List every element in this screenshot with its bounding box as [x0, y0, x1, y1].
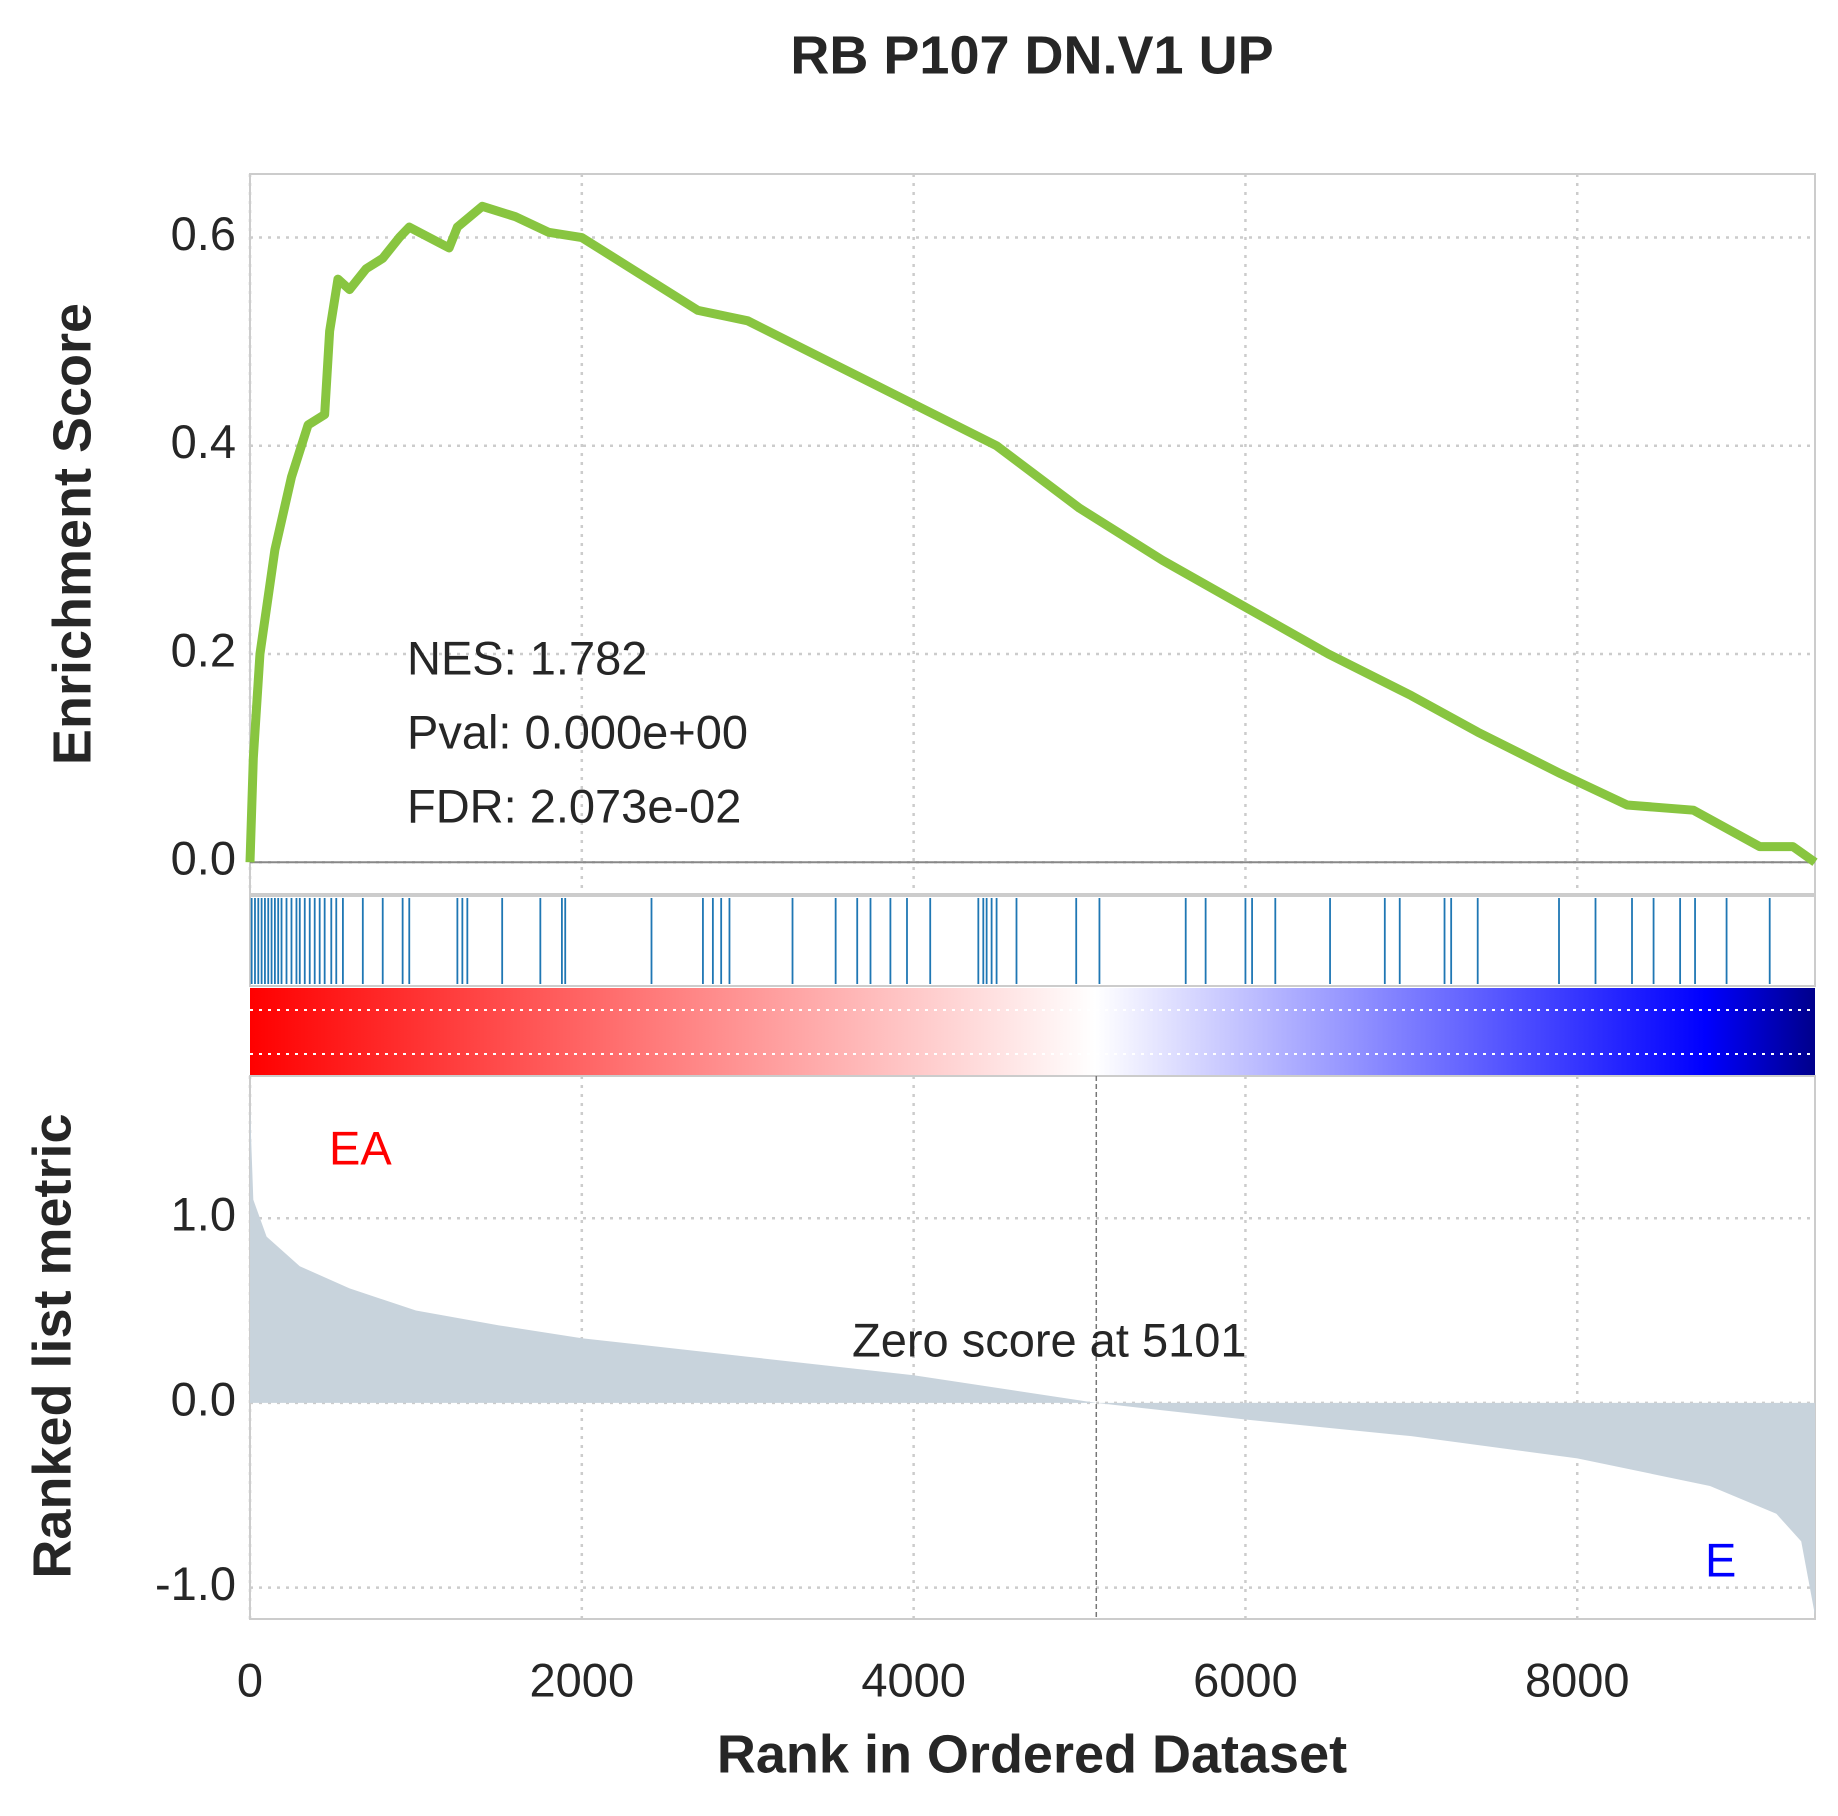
- axes-frame: [249, 173, 1816, 895]
- neg-label: E: [1705, 1533, 1736, 1586]
- zero-score-label: Zero score at 5101: [852, 1313, 1247, 1366]
- y-axis-label: Enrichment Score: [42, 303, 102, 765]
- x-axis-label: Rank in Ordered Dataset: [717, 1724, 1347, 1784]
- enrichment-line: [245, 201, 1818, 866]
- x-tick-label: 0: [237, 1653, 263, 1706]
- y-tick-label: 0.2: [171, 623, 236, 676]
- x-tick-label: 8000: [1525, 1653, 1630, 1706]
- color-bar: [250, 988, 1815, 1076]
- y-tick-label: 1.0: [171, 1188, 236, 1241]
- pos-label: EA: [329, 1121, 392, 1174]
- y-tick-label: 0.6: [171, 207, 236, 260]
- y-tick-label: 0.0: [171, 1372, 236, 1425]
- y-axis-label: Ranked list metric: [22, 1113, 82, 1578]
- hit-strip-frame: [249, 895, 1816, 987]
- stat-annotation: FDR: 2.073e-02: [407, 779, 741, 832]
- x-tick-label: 2000: [530, 1653, 635, 1706]
- y-tick-label: 0.0: [171, 832, 236, 885]
- x-tick-label: 4000: [861, 1653, 966, 1706]
- metric-area: [250, 1107, 1815, 1616]
- chart-title: RB P107 DN.V1 UP: [790, 25, 1273, 85]
- x-tick-label: 6000: [1193, 1653, 1298, 1706]
- y-tick-label: 0.4: [171, 415, 236, 468]
- stat-annotation: Pval: 0.000e+00: [407, 705, 748, 758]
- stat-annotation: NES: 1.782: [407, 631, 647, 684]
- y-tick-label: -1.0: [155, 1557, 236, 1610]
